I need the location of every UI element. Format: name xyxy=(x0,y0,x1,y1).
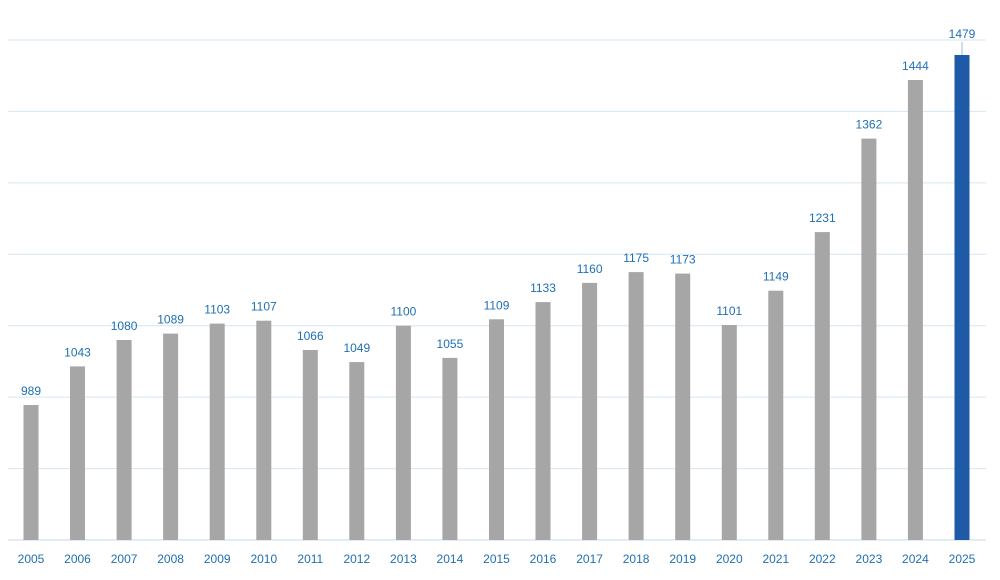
data-label-2009: 1103 xyxy=(204,303,230,317)
bar-2015 xyxy=(489,319,504,540)
x-tick-label-2025: 2025 xyxy=(949,552,976,566)
data-label-2021: 1149 xyxy=(763,270,789,284)
data-label-2006: 1043 xyxy=(64,345,91,359)
bar-2006 xyxy=(70,366,85,540)
x-tick-labels: 2005 2006 2007 2008 2009 2010 2011 2012 2013 2014… xyxy=(18,552,976,566)
bar-2008 xyxy=(163,333,179,540)
x-tick-label-2006: 2006 xyxy=(64,552,91,566)
bar-2025 xyxy=(954,55,970,540)
bar-2011 xyxy=(302,350,318,540)
x-tick-label-2014: 2014 xyxy=(437,552,464,566)
data-label-2011: 1066 xyxy=(297,329,324,343)
bar-2023 xyxy=(861,138,877,540)
data-label-2016: 1133 xyxy=(530,281,556,295)
data-label-2010: 1107 xyxy=(251,300,277,314)
x-tick-label-2012: 2012 xyxy=(343,552,370,566)
bar-2013 xyxy=(395,325,411,540)
x-tick-label-2013: 2013 xyxy=(390,552,417,566)
x-tick-label-2021: 2021 xyxy=(762,552,789,566)
data-label-2017: 1160 xyxy=(577,262,603,276)
x-tick-label-2022: 2022 xyxy=(809,552,836,566)
x-tick-label-2019: 2019 xyxy=(669,552,696,566)
data-label-2014: 1055 xyxy=(437,337,464,351)
bar-2005 xyxy=(23,405,39,540)
bar-2019 xyxy=(675,273,691,540)
data-label-2007: 1080 xyxy=(111,319,138,333)
data-label-2008: 1089 xyxy=(157,313,184,327)
data-label-2015: 1109 xyxy=(484,298,510,312)
x-tick-label-2016: 2016 xyxy=(530,552,557,566)
x-tick-label-2005: 2005 xyxy=(18,552,45,566)
bar-2017 xyxy=(582,282,598,540)
bar-2012 xyxy=(349,362,365,540)
x-tick-label-2007: 2007 xyxy=(111,552,138,566)
bars xyxy=(23,55,970,540)
x-tick-label-2024: 2024 xyxy=(902,552,929,566)
bar-2016 xyxy=(535,302,551,540)
data-label-2024: 1444 xyxy=(902,59,929,73)
bar-2014 xyxy=(442,357,458,540)
x-tick-label-2011: 2011 xyxy=(297,552,323,566)
data-labels: 989 1043 1080 1089 1103 1107 1066 1049 1100 1055 1… xyxy=(21,27,976,398)
data-label-2020: 1101 xyxy=(716,304,742,318)
data-label-2019: 1173 xyxy=(670,253,696,267)
data-label-2022: 1231 xyxy=(809,211,836,225)
data-label-2013: 1100 xyxy=(390,305,416,319)
x-tick-label-2023: 2023 xyxy=(856,552,883,566)
bar-2022 xyxy=(814,232,830,540)
data-label-2018: 1175 xyxy=(623,251,649,265)
x-tick-label-2008: 2008 xyxy=(157,552,184,566)
data-label-2012: 1049 xyxy=(343,341,370,355)
x-tick-label-2020: 2020 xyxy=(716,552,743,566)
data-label-2005: 989 xyxy=(21,384,41,398)
data-label-2023: 1362 xyxy=(856,118,883,132)
x-tick-label-2015: 2015 xyxy=(483,552,510,566)
x-tick-label-2017: 2017 xyxy=(576,552,603,566)
bar-2010 xyxy=(256,320,272,540)
bar-2020 xyxy=(721,325,737,540)
x-tick-label-2018: 2018 xyxy=(623,552,650,566)
bar-2024 xyxy=(907,80,923,540)
x-tick-label-2010: 2010 xyxy=(250,552,277,566)
bar-2007 xyxy=(116,340,132,540)
data-label-2025: 1479 xyxy=(949,27,976,41)
bar-2018 xyxy=(628,272,644,540)
bar-2009 xyxy=(209,323,225,540)
x-tick-label-2009: 2009 xyxy=(204,552,231,566)
bar-2021 xyxy=(768,290,784,540)
